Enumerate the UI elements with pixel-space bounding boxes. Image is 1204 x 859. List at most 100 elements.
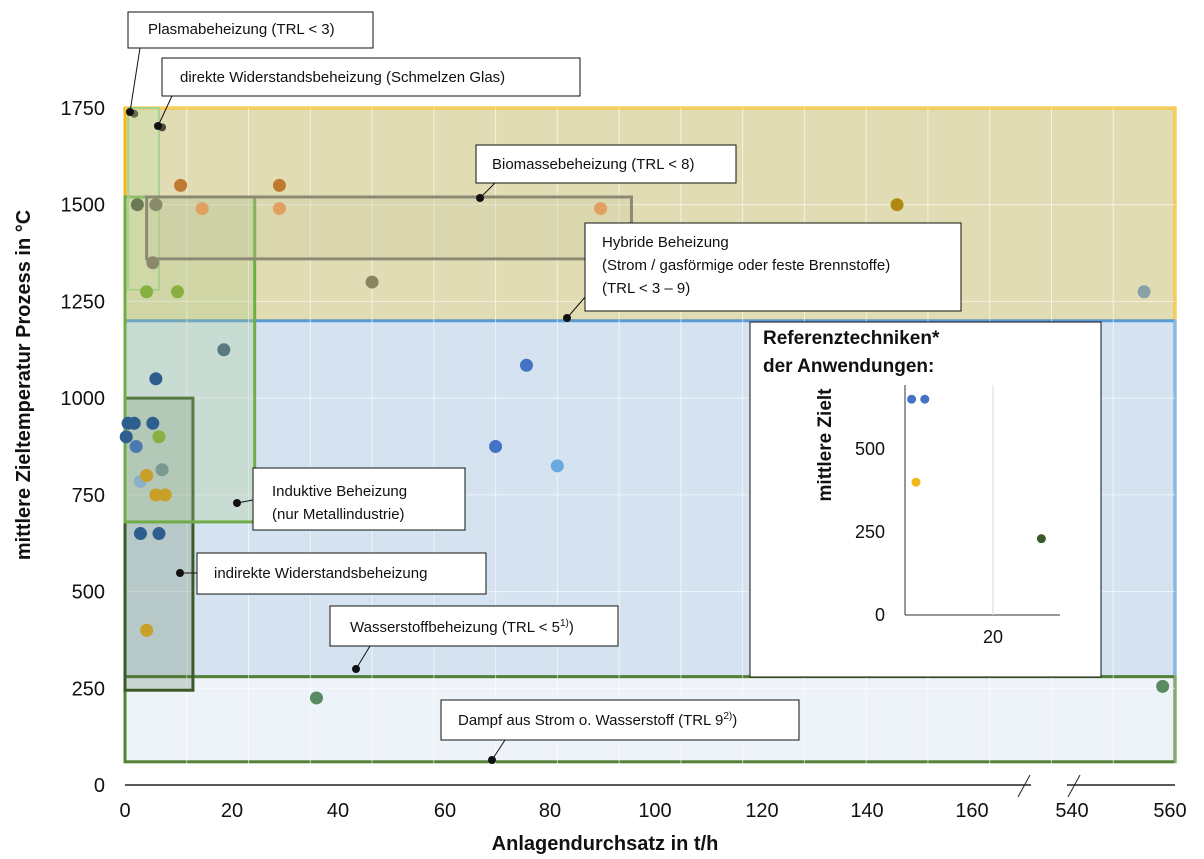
- data-point: [146, 416, 160, 430]
- y-axis-label: mittlere Zieltemperatur Prozess in °C: [13, 210, 35, 560]
- y-tick-label: 1750: [61, 98, 106, 120]
- data-point: [550, 459, 564, 473]
- data-point: [133, 527, 147, 541]
- data-point: [119, 430, 133, 444]
- callout-anchor: [176, 569, 184, 577]
- data-point: [195, 202, 209, 216]
- x-tick-label: 20: [221, 800, 243, 822]
- callout-anchor: [352, 665, 360, 673]
- legend-title: Referenztechniken*: [763, 328, 940, 349]
- x-tick-label: 560: [1153, 800, 1186, 822]
- x-tick-label: 100: [638, 800, 671, 822]
- region-induktive-beheizung: [123, 195, 257, 524]
- callout-box: [161, 57, 581, 97]
- callout-label: indirekte Widerstandsbeheizung: [214, 565, 427, 582]
- callout-label: Dampf aus Strom o. Wasserstoff (TRL 92)): [458, 711, 737, 729]
- callout-leader: [355, 645, 371, 670]
- data-point: [149, 488, 163, 502]
- callout-box: [127, 11, 374, 49]
- y-tick-label: 0: [94, 775, 105, 797]
- x-tick-label: 540: [1055, 800, 1088, 822]
- data-point: [146, 256, 160, 270]
- data-point: [140, 285, 154, 299]
- legend-point: [1036, 534, 1046, 544]
- x-tick-label: 120: [745, 800, 778, 822]
- data-point: [1156, 679, 1170, 693]
- data-point: [152, 430, 166, 444]
- y-tick-label: 750: [72, 485, 105, 507]
- data-point: [152, 527, 166, 541]
- data-point: [171, 285, 184, 299]
- data-point: [217, 343, 231, 357]
- axis-break-mark: [1017, 774, 1031, 798]
- x-tick-label: 60: [434, 800, 456, 822]
- data-point: [519, 358, 533, 372]
- callout-label: Wasserstoffbeheizung (TRL < 51)): [350, 618, 574, 636]
- callout-label: Induktive Beheizung: [272, 483, 407, 500]
- y-tick-label: 250: [72, 678, 105, 700]
- data-point: [594, 202, 608, 216]
- legend-point: [911, 477, 921, 487]
- x-axis-label: Anlagendurchsatz in t/h: [492, 833, 719, 855]
- region-biomassebeheizung: [145, 195, 633, 261]
- data-point: [129, 440, 143, 453]
- data-point: [149, 372, 163, 386]
- y-tick-label: 1250: [61, 291, 106, 313]
- data-point: [272, 202, 286, 216]
- callout-label: (TRL < 3 – 9): [602, 280, 690, 297]
- callout-anchor: [126, 108, 134, 116]
- callout-anchor: [233, 499, 241, 507]
- inset-y-tick: 0: [875, 605, 885, 625]
- data-point: [158, 488, 172, 502]
- data-point: [365, 275, 379, 289]
- legend-point: [907, 394, 917, 404]
- x-tick-label: 40: [327, 800, 349, 822]
- x-tick-label: 0: [119, 800, 130, 822]
- axis-break-mark: [1067, 774, 1081, 798]
- legend-title: der Anwendungen:: [763, 356, 934, 377]
- inset-y-tick: 250: [855, 522, 885, 542]
- callout-box: [584, 222, 962, 312]
- callout-leader: [566, 295, 587, 319]
- callout-label: (Strom / gasförmige oder feste Brennstof…: [602, 257, 890, 274]
- data-point: [1137, 285, 1151, 299]
- callout-box: [329, 605, 619, 647]
- legend-box: [749, 321, 1102, 678]
- axis-break-gap: [1031, 782, 1067, 790]
- inset-y-tick: 500: [855, 439, 885, 459]
- data-point: [149, 198, 163, 212]
- callout-leader: [157, 95, 173, 127]
- data-point: [174, 178, 188, 192]
- x-tick-label: 140: [850, 800, 883, 822]
- legend-point: [920, 394, 930, 404]
- data-point: [140, 469, 154, 483]
- inset-x-tick: 20: [983, 627, 1003, 647]
- inset-y-label: mittlere Zielt: [815, 388, 836, 502]
- data-point: [489, 440, 503, 453]
- data-point: [890, 198, 904, 212]
- callout-leader: [129, 47, 141, 113]
- callout-label: (nur Metallindustrie): [272, 506, 405, 523]
- callout-label: Biomassebeheizung (TRL < 8): [492, 156, 694, 173]
- x-tick-label: 80: [539, 800, 561, 822]
- y-tick-label: 1500: [61, 195, 106, 217]
- callout-box: [252, 467, 466, 531]
- callout-box: [475, 144, 737, 184]
- data-point: [272, 178, 286, 192]
- y-tick-label: 500: [72, 582, 105, 604]
- callout-anchor: [154, 122, 162, 130]
- data-point: [155, 463, 169, 477]
- callout-label: Hybride Beheizung: [602, 234, 729, 251]
- data-point: [130, 198, 144, 212]
- data-point: [127, 416, 141, 430]
- data-point: [140, 623, 154, 637]
- callout-label: direkte Widerstandsbeheizung (Schmelzen …: [180, 69, 505, 86]
- data-point: [309, 691, 323, 705]
- callout-box: [440, 699, 800, 741]
- callout-anchor: [563, 314, 571, 322]
- y-tick-label: 1000: [61, 388, 106, 410]
- callout-anchor: [476, 194, 484, 202]
- callout-box: [196, 552, 487, 595]
- callout-label: Plasmabeheizung (TRL < 3): [148, 21, 335, 38]
- x-tick-label: 160: [955, 800, 988, 822]
